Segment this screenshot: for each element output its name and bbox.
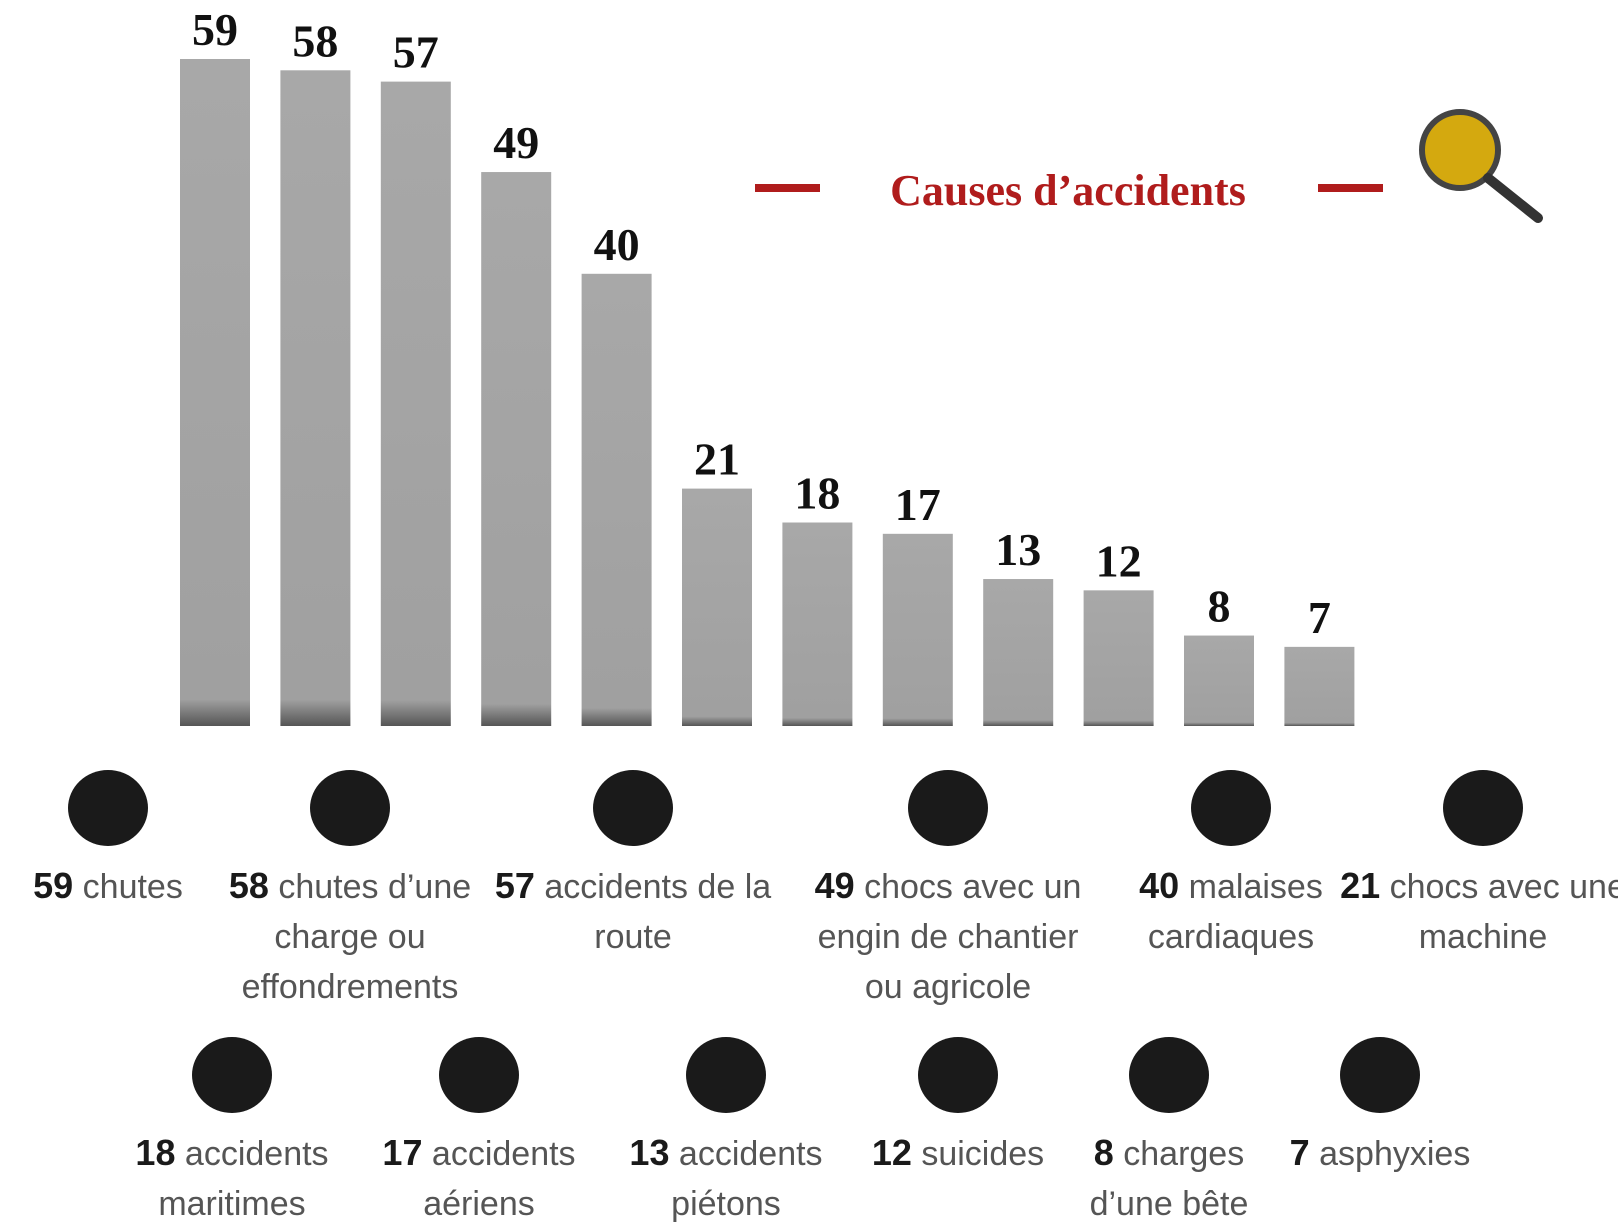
legend-entry: 13 accidents piétons <box>606 1128 846 1229</box>
legend-value: 57 <box>494 865 535 906</box>
legend-entry: 12 suicides <box>838 1128 1078 1179</box>
bar <box>380 81 451 726</box>
legend-icon <box>593 770 673 846</box>
legend-entry: 57 accidents de la route <box>488 861 778 962</box>
legend-value: 21 <box>1340 865 1381 906</box>
legend-entry: 21 chocs avec une machine <box>1338 861 1618 962</box>
magnifier-icon <box>1419 109 1543 223</box>
icon-shape <box>1129 1037 1209 1113</box>
legend-label: accidents maritimes <box>158 1135 329 1223</box>
chart-title: Causes d’accidents <box>890 166 1246 215</box>
bar <box>180 59 250 726</box>
legend-icon <box>310 770 390 846</box>
value-label: 7 <box>1308 592 1331 643</box>
icon-shape <box>1443 770 1523 846</box>
legend-label: accidents de la route <box>544 868 772 956</box>
legend-value: 8 <box>1093 1132 1114 1173</box>
value-label: 59 <box>192 4 238 55</box>
icon-shape <box>908 770 988 846</box>
legend-entry: 58 chutes d’une charge ou effondrements <box>205 861 495 1012</box>
bar <box>983 579 1054 726</box>
legend-value: 58 <box>228 865 269 906</box>
value-label: 49 <box>493 117 539 168</box>
bar <box>782 522 853 726</box>
bar <box>682 488 752 726</box>
legend-icon <box>439 1037 519 1113</box>
bar <box>481 172 552 726</box>
icon-shape <box>1340 1037 1420 1113</box>
icon-shape <box>918 1037 998 1113</box>
legend-entry: 7 asphyxies <box>1260 1128 1500 1179</box>
legend-entry: 49 chocs avec un engin de chantier ou ag… <box>803 861 1093 1012</box>
legend-icon <box>1129 1037 1209 1113</box>
legend-icon <box>1191 770 1271 846</box>
icon-shape <box>593 770 673 846</box>
legend-icon <box>908 770 988 846</box>
legend-value: 40 <box>1139 865 1180 906</box>
legend-label: suicides <box>921 1135 1045 1173</box>
icon-shape <box>192 1037 272 1113</box>
icon-shape <box>1191 770 1271 846</box>
legend-entry: 40 malaises cardiaques <box>1086 861 1376 962</box>
legend-icon <box>1443 770 1523 846</box>
legend-label: accidents piétons <box>671 1135 823 1223</box>
value-label: 18 <box>794 468 840 519</box>
legend-icon <box>68 770 148 846</box>
value-label: 57 <box>393 27 439 78</box>
bar <box>280 70 351 727</box>
legend-label: charges d’une bête <box>1089 1135 1249 1223</box>
legend-label: chutes <box>82 868 183 906</box>
icon-shape <box>310 770 390 846</box>
icon-shape <box>439 1037 519 1113</box>
icon-shape <box>68 770 148 846</box>
legend-entry: 17 accidents aériens <box>359 1128 599 1229</box>
bar <box>1184 635 1254 726</box>
value-label: 58 <box>292 15 338 66</box>
legend-icon <box>918 1037 998 1113</box>
legend-icon <box>686 1037 766 1113</box>
bar <box>1284 646 1355 726</box>
legend-entry: 8 charges d’une bête <box>1049 1128 1289 1229</box>
bar <box>581 273 652 726</box>
icon-shape <box>686 1037 766 1113</box>
value-label: 21 <box>694 434 740 485</box>
value-label: 8 <box>1208 581 1231 632</box>
legend-icon <box>1340 1037 1420 1113</box>
legend-value: 17 <box>382 1132 423 1173</box>
value-label: 40 <box>594 219 640 270</box>
legend-entry: 59 chutes <box>0 861 253 912</box>
bar <box>882 533 953 726</box>
legend-value: 7 <box>1289 1132 1310 1173</box>
legend-value: 12 <box>871 1132 912 1173</box>
value-label: 17 <box>895 479 941 530</box>
legend-icon <box>192 1037 272 1113</box>
legend-label: accidents aériens <box>423 1135 576 1223</box>
legend-entry: 18 accidents maritimes <box>112 1128 352 1229</box>
value-label: 12 <box>1096 535 1142 586</box>
bar <box>1083 590 1154 726</box>
legend-value: 49 <box>814 865 855 906</box>
legend-value: 13 <box>629 1132 670 1173</box>
legend-value: 59 <box>33 865 74 906</box>
legend-label: asphyxies <box>1319 1135 1471 1173</box>
legend-label: chocs avec une machine <box>1389 868 1618 956</box>
legend-value: 18 <box>135 1132 176 1173</box>
legend-label: chocs avec un engin de chantier ou agric… <box>817 868 1082 1006</box>
legend-label: malaises cardiaques <box>1147 868 1323 956</box>
value-label: 13 <box>995 524 1041 575</box>
legend-label: chutes d’une charge ou effondrements <box>241 868 472 1006</box>
